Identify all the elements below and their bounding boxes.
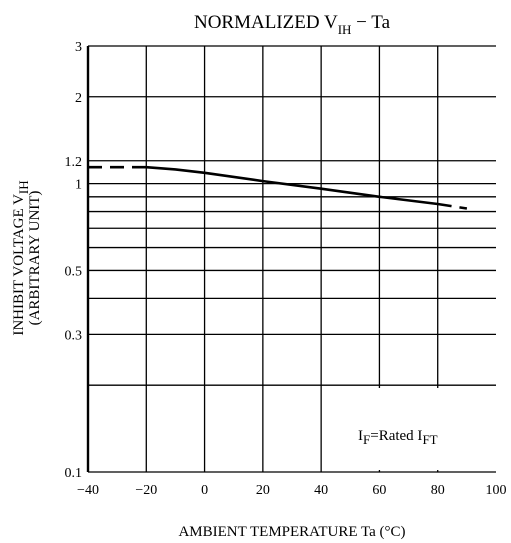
x-tick-label: 80 <box>431 483 445 498</box>
y-tick-label: 1 <box>75 178 82 193</box>
annotation-a: I <box>358 428 363 444</box>
annotation-b-sub: FT <box>422 432 437 447</box>
x-tick-label: 100 <box>486 483 507 498</box>
annotation-b: =Rated I <box>370 428 422 444</box>
y-axis-label: INHIBIT VOLTAGE VIH (ARBITRARY UNIT) <box>11 180 43 335</box>
chart-title-suffix: − Ta <box>351 12 390 33</box>
x-tick-label: −20 <box>135 483 157 498</box>
chart-title: NORMALIZED VIH − Ta <box>194 12 391 37</box>
x-tick-label: 60 <box>372 483 386 498</box>
y-tick-label: 2 <box>75 91 82 106</box>
y-axis-label-sub: IH <box>16 180 31 194</box>
x-tick-label: 0 <box>201 483 208 498</box>
y-tick-label: 0.5 <box>65 264 83 279</box>
plot-frame <box>86 45 496 473</box>
chart-title-sub: IH <box>338 22 352 37</box>
annotation-a-sub: F <box>363 432 370 447</box>
y-tick-label: 0.3 <box>65 328 83 343</box>
series-line-2-solid <box>146 165 438 206</box>
series-line-3-dashed <box>437 202 468 210</box>
x-tick-label: 20 <box>256 483 270 498</box>
x-axis-label: AMBIENT TEMPERATURE Ta (°C) <box>178 524 405 540</box>
svg-text:INHIBIT VOLTAGE VIH: INHIBIT VOLTAGE VIH <box>11 180 31 335</box>
data-series <box>88 165 468 210</box>
x-tick-labels: −40 −20 0 20 40 60 80 100 <box>77 483 506 498</box>
x-tick-label: 40 <box>314 483 328 498</box>
annotation-box <box>322 388 496 470</box>
y-axis-label-line2: (ARBITRARY UNIT) <box>27 191 43 326</box>
annotation: IF=Rated IFT <box>358 428 438 447</box>
y-axis-label-line1: INHIBIT VOLTAGE V <box>11 194 27 336</box>
chart-title-main: NORMALIZED V <box>194 12 338 33</box>
y-tick-label: 0.1 <box>65 466 83 481</box>
y-tick-labels: 0.1 0.3 0.5 1 1.2 2 3 <box>65 40 83 481</box>
y-tick-label: 3 <box>75 40 82 55</box>
grid <box>88 46 496 472</box>
y-tick-label: 1.2 <box>65 155 83 170</box>
x-tick-label: −40 <box>77 483 99 498</box>
